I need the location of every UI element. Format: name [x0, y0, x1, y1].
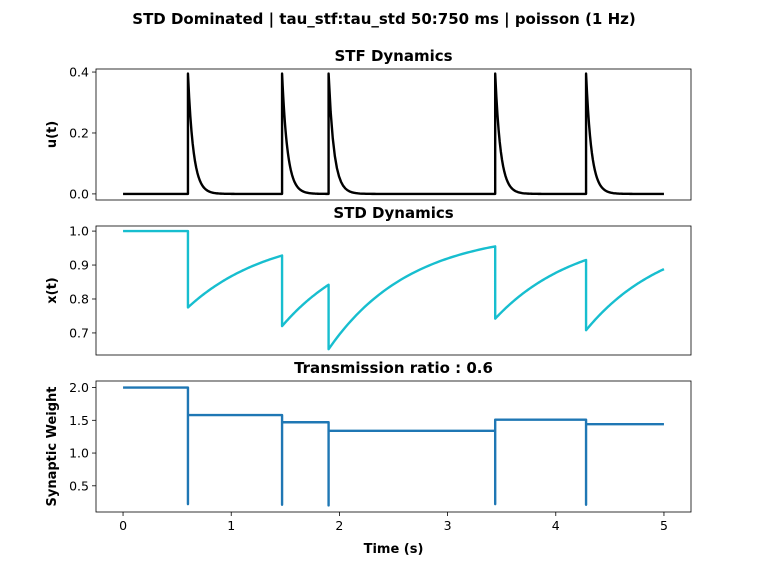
std-ylabel: x(t): [45, 277, 60, 303]
weight-xtick-label: 0: [119, 518, 127, 533]
figure-suptitle: STD Dominated | tau_stf:tau_std 50:750 m…: [132, 10, 635, 29]
weight-ytick-label: 1.5: [69, 413, 89, 428]
std-title: STD Dynamics: [333, 204, 453, 222]
weight-xtick-label: 4: [552, 518, 560, 533]
std-series-line: [123, 229, 665, 351]
std-axes-frame: [95, 225, 692, 356]
weight-ytick-label: 2.0: [69, 380, 89, 395]
std-ytick-label: 0.7: [69, 325, 89, 340]
weight-ytick-label: 0.5: [69, 478, 89, 493]
weight-xtick-label: 3: [444, 518, 452, 533]
weight-ytick-label: 1.0: [69, 446, 89, 461]
stf-title: STF Dynamics: [334, 47, 452, 65]
stf-ylabel: u(t): [45, 121, 60, 148]
weight-subplot: Transmission ratio : 0.6 Synaptic Weight 0…: [45, 359, 692, 557]
stf-series-line: [123, 72, 665, 196]
weight-ylabel: Synaptic Weight: [45, 387, 60, 507]
std-ytick-label: 1.0: [69, 224, 89, 239]
stf-ytick-label: 0.4: [69, 65, 89, 80]
weight-title: Transmission ratio : 0.6: [294, 359, 493, 377]
stf-ytick-label: 0.0: [69, 186, 89, 201]
subplot-panels: STF Dynamics u(t) 0.0 0.2 0.4 STD Dynamics x(t…: [45, 47, 692, 557]
stf-axes-frame: [95, 68, 692, 201]
std-ytick-label: 0.9: [69, 258, 89, 273]
weight-xtick-label: 5: [660, 518, 668, 533]
std-subplot: STD Dynamics x(t) 0.7 0.8 0.9 1.0: [45, 204, 692, 356]
weight-xtick-label: 2: [335, 518, 343, 533]
stf-ytick-label: 0.2: [69, 125, 89, 140]
weight-series-line: [123, 386, 664, 507]
weight-xlabel: Time (s): [364, 542, 424, 557]
stf-subplot: STF Dynamics u(t) 0.0 0.2 0.4: [45, 47, 692, 201]
std-ytick-label: 0.8: [69, 291, 89, 306]
weight-xtick-label: 1: [227, 518, 235, 533]
weight-axes-frame: [95, 380, 692, 513]
